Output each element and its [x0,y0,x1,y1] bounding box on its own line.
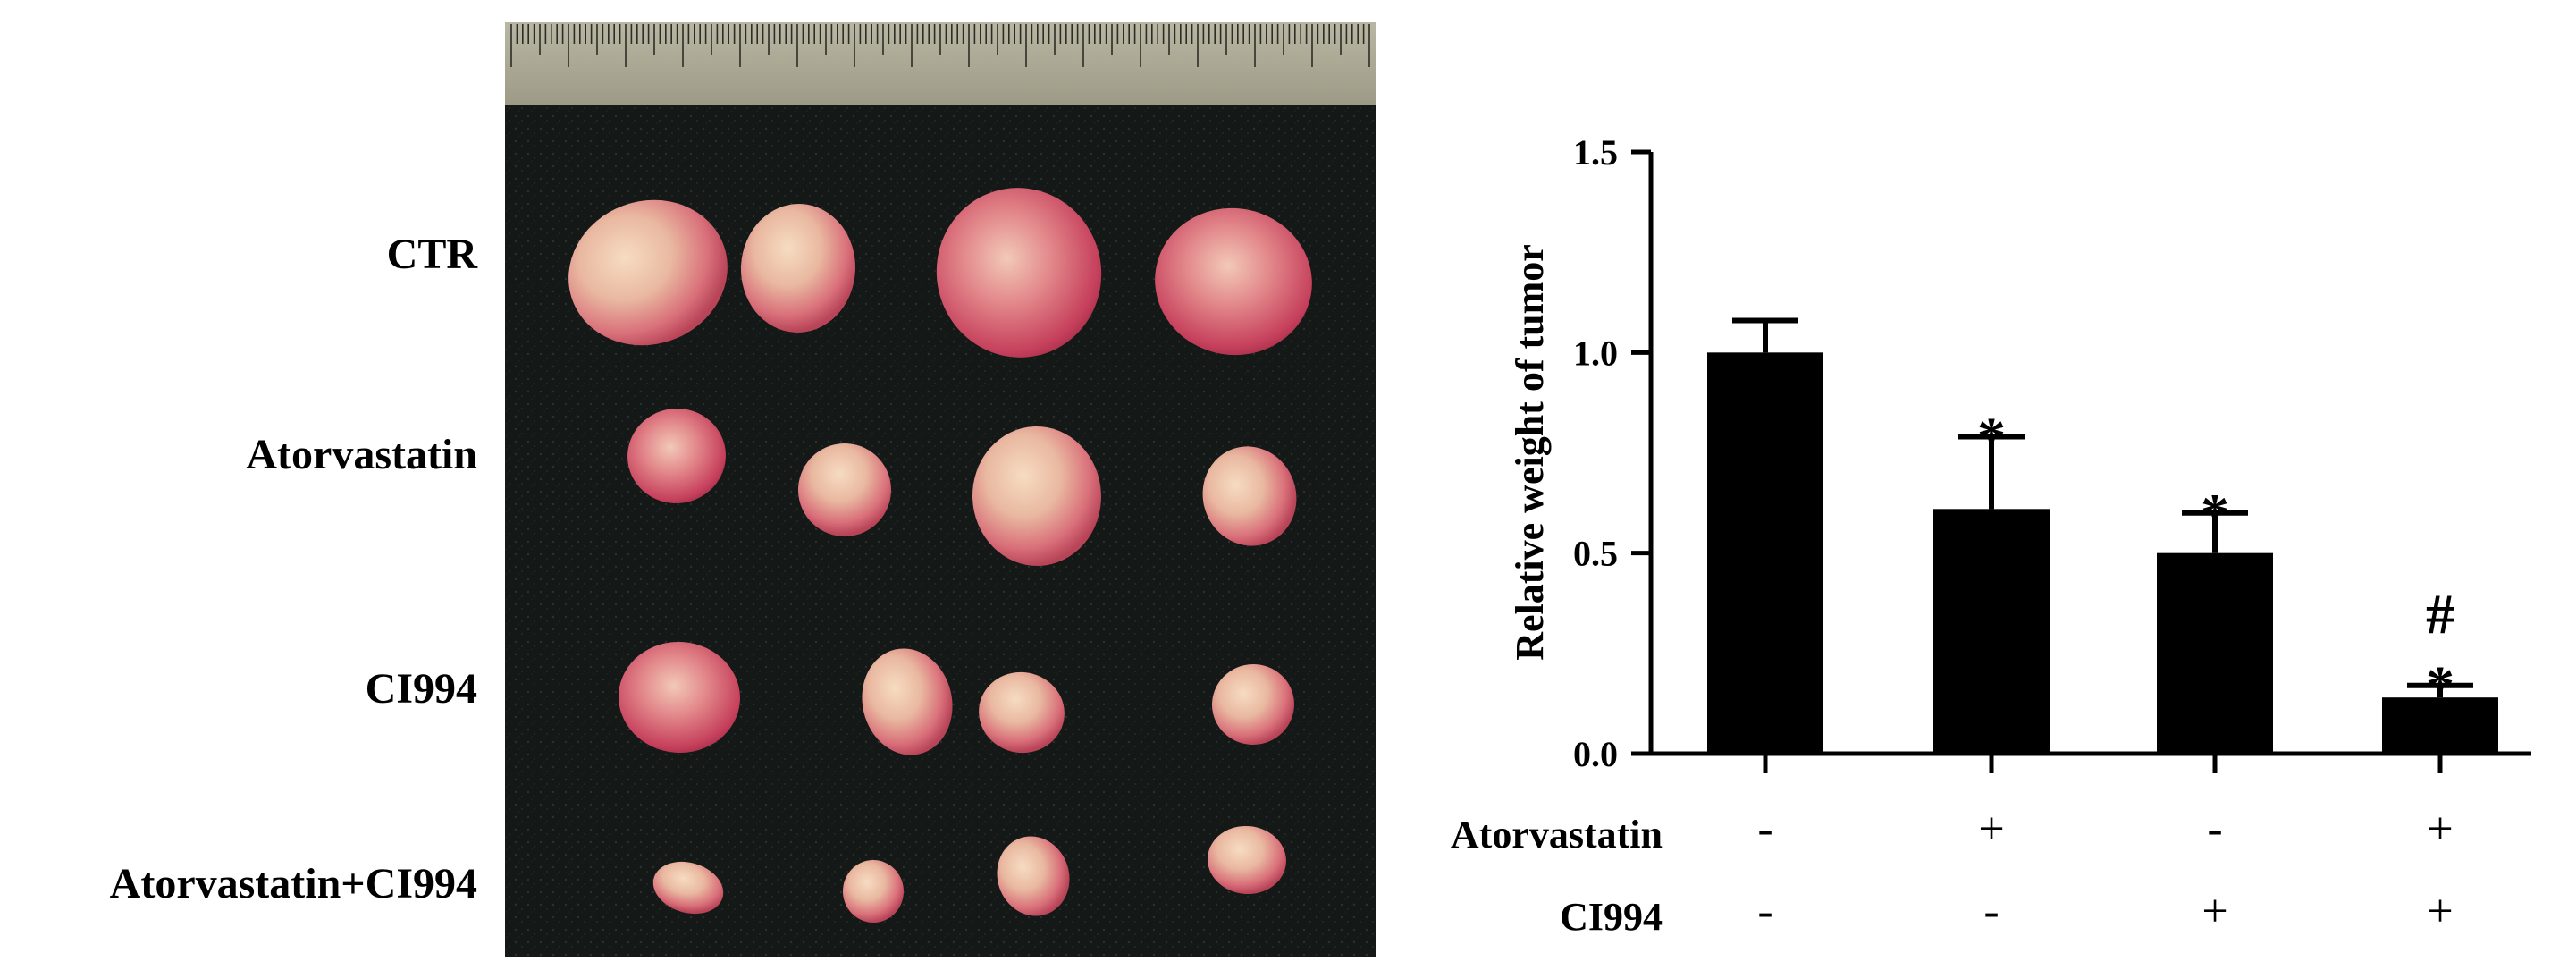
significance-hash: # [2426,583,2454,646]
tumor-photo [505,22,1376,957]
condition-label: Atorvastatin [1451,813,1663,856]
condition-rows: Atorvastatin - + - + CI994 - - + + [1451,804,2454,939]
bars: * * # * [1707,317,2498,754]
tumor [936,188,1102,358]
plus-sign: + [2427,804,2453,855]
significance-star: * [2201,482,2229,545]
tumor [972,426,1102,566]
tumor [798,443,891,536]
bar [1707,352,1823,754]
plus-sign: + [2201,886,2227,937]
tumor [619,641,740,754]
minus-sign: - [1757,886,1772,937]
bar [1933,509,2050,754]
tumor [627,408,726,504]
y-axis-title: Relative weight of tumor [1508,244,1552,661]
tumor [1202,446,1297,546]
tumor [1155,207,1312,356]
significance-star: * [2426,654,2454,718]
bar [2157,552,2273,754]
significance-star: * [1977,406,2006,469]
y-tick-label: 0.5 [1573,534,1618,574]
bar-chart: 0.0 0.5 1.0 1.5 * * # * Relative weight of tum… [1451,132,2531,939]
tumor [979,671,1065,754]
y-tick-label: 1.0 [1573,333,1618,373]
ruler-ticks [510,24,1370,67]
tumor [652,861,724,915]
row-label-ci994: CI994 [366,665,477,713]
tumors [568,188,1312,923]
tumor [1212,663,1294,746]
y-tick-label: 0.0 [1573,734,1618,774]
row-labels: CTR Atorvastatin CI994 Atorvastatin+CI99… [110,231,479,907]
row-label-ctr: CTR [387,231,479,278]
minus-sign: - [1983,886,1999,937]
plus-sign: + [1978,804,2004,855]
bar [2382,697,2498,754]
tumor [862,648,953,755]
tumor [740,204,856,333]
tumor [997,836,1070,916]
y-tick-label: 1.5 [1573,132,1618,173]
minus-sign: - [1757,804,1772,855]
tumor [568,199,728,346]
tumor [842,860,905,923]
row-label-atorvastatin: Atorvastatin [246,431,477,478]
minus-sign: - [2207,804,2222,855]
condition-label: CI994 [1560,895,1663,939]
plus-sign: + [2427,886,2453,937]
row-label-atorvastatin-ci994: Atorvastatin+CI994 [110,860,477,907]
tumor [1208,825,1286,895]
x-ticks [1763,754,2443,773]
y-ticks: 0.0 0.5 1.0 1.5 [1573,132,1651,774]
